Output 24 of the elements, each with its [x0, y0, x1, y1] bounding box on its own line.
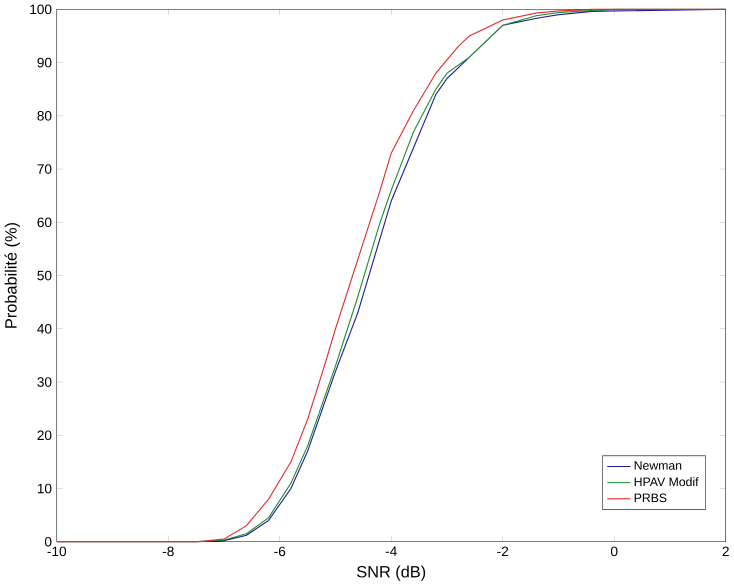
- y-axis-title: Probabilité (%): [4, 222, 20, 328]
- x-tick-label: -4: [386, 546, 397, 556]
- y-tick-label: 90: [37, 58, 52, 68]
- x-tick-label: -2: [497, 546, 508, 556]
- legend-label: PRBS: [634, 493, 666, 502]
- x-tick-label: -6: [274, 546, 286, 556]
- x-tick-label: -8: [162, 546, 174, 556]
- legend-label: Newman: [634, 461, 682, 470]
- x-tick-label: 2: [722, 546, 729, 556]
- y-tick-label: 20: [38, 430, 52, 440]
- y-tick-label: 80: [37, 110, 52, 121]
- x-axis-title: SNR (dB): [357, 565, 426, 581]
- y-tick-label: 0: [44, 536, 52, 546]
- y-tick-label: 50: [37, 270, 52, 280]
- y-tick-label: 70: [38, 164, 52, 174]
- line-series: [56, 8, 726, 542]
- x-tick-label: -10: [48, 546, 66, 556]
- y-tick-label: 30: [37, 377, 52, 387]
- y-tick-label: 10: [38, 484, 52, 494]
- y-tick-label: 40: [37, 324, 52, 334]
- y-tick-label: 60: [38, 217, 52, 227]
- y-tick-label: 100: [30, 4, 52, 14]
- legend-label: HPAV Modif: [634, 477, 699, 486]
- x-tick-label: 0: [610, 546, 618, 556]
